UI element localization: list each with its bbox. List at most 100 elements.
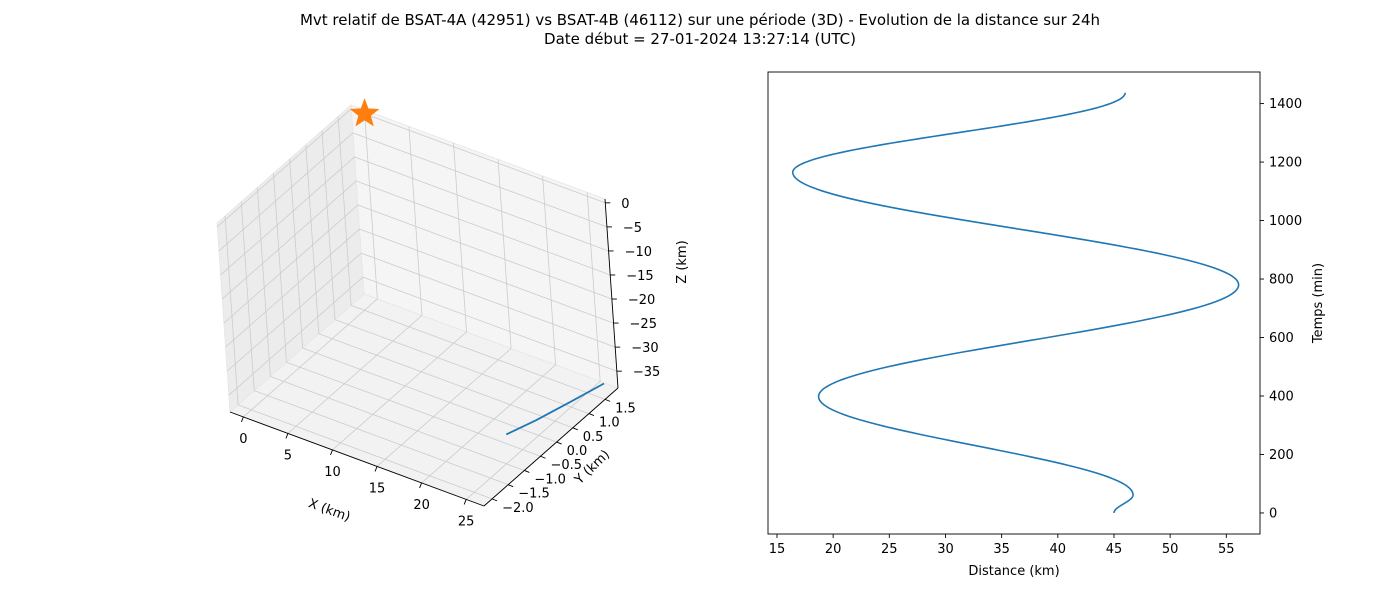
y-tick-label: 800 xyxy=(1269,273,1294,288)
z-gridline xyxy=(356,180,611,276)
z-tick-label: 0 xyxy=(621,197,629,212)
z-gridline xyxy=(354,156,609,252)
z-tick-label: −30 xyxy=(631,341,658,356)
x-tick-label: 35 xyxy=(993,542,1010,557)
y-gridline xyxy=(305,144,320,334)
plot-distance-vs-time: 15 20 25 30 35 40 45 50 55 0 200 400 600 800 1000 1200 1… xyxy=(767,71,1326,579)
x-gridline xyxy=(376,348,512,467)
x-axis-label: X (km) xyxy=(306,496,352,525)
y-gridline xyxy=(237,404,493,500)
y-tick-label: −2.0 xyxy=(502,501,534,516)
y-gridline xyxy=(273,173,287,363)
x-tick-label: 5 xyxy=(284,448,292,463)
x-tick-label: 15 xyxy=(369,481,386,496)
z-tick-label: −35 xyxy=(633,365,660,380)
y-tick-label: 1200 xyxy=(1269,156,1302,171)
x-tick-label: 20 xyxy=(825,542,842,557)
x-tick-label: 25 xyxy=(881,542,898,557)
x-gridline xyxy=(408,126,423,316)
z-axis-line xyxy=(604,198,619,389)
x-tick-label: 55 xyxy=(1218,542,1235,557)
y-tick-label: 600 xyxy=(1269,331,1294,346)
y-gridline xyxy=(270,376,525,471)
y-gridline xyxy=(286,361,541,457)
z-gridline xyxy=(220,156,355,276)
y-tick-label: 0.0 xyxy=(567,444,588,459)
x-tick-mark xyxy=(240,416,244,423)
y-tick-mark xyxy=(524,470,530,473)
z-tick-label: −20 xyxy=(628,293,655,308)
figure-title: Mvt relatif de BSAT-4A (42951) vs BSAT-4… xyxy=(300,11,1100,29)
x-axis-label: Distance (km) xyxy=(968,564,1059,579)
y-gridline xyxy=(302,347,557,443)
y-tick-label: 400 xyxy=(1269,389,1294,404)
z-tick-label: −5 xyxy=(623,221,642,236)
y-axis-line xyxy=(483,387,619,507)
x-tick-mark xyxy=(374,466,378,472)
figure-subtitle: Date début = 27-01-2024 13:27:14 (UTC) xyxy=(544,30,856,48)
x-gridline xyxy=(542,175,557,365)
x-tick-mark xyxy=(419,482,423,489)
x-tick-label: 0 xyxy=(239,432,247,447)
x-gridline xyxy=(453,142,467,332)
y-gridline xyxy=(289,158,304,349)
z-gridline xyxy=(226,252,362,372)
x-tick-mark xyxy=(285,433,289,439)
y-tick-label: 0.5 xyxy=(583,430,604,445)
x-tick-label: 50 xyxy=(1162,542,1179,557)
y-gridline xyxy=(254,390,509,486)
x-tick-mark xyxy=(330,449,333,456)
z-gridline xyxy=(221,180,357,300)
y-gridline xyxy=(318,333,573,429)
x-tick-label: 10 xyxy=(324,465,341,480)
z-tick-label: −25 xyxy=(630,317,657,332)
y-tick-mark xyxy=(572,427,578,431)
y-tick-label: 1.0 xyxy=(599,416,620,431)
y-tick-mark xyxy=(491,498,498,502)
y-tick-mark xyxy=(604,398,611,402)
z-axis-label: Z (km) xyxy=(675,240,690,283)
y-tick-label: 1400 xyxy=(1269,97,1302,112)
x-gridline xyxy=(332,331,467,451)
x-gridline xyxy=(363,109,378,299)
z-tick-label: −10 xyxy=(625,245,652,260)
y-tick-mark xyxy=(508,484,514,488)
z-gridline xyxy=(362,276,617,372)
x-axis-line xyxy=(229,411,485,507)
x-gridline xyxy=(287,315,423,434)
y-gridline xyxy=(224,215,239,405)
x-tick-label: 40 xyxy=(1050,542,1067,557)
y-tick-mark xyxy=(540,455,546,459)
x-tick-mark xyxy=(463,499,467,505)
z-gridline xyxy=(359,228,614,324)
y-gridline xyxy=(337,116,352,306)
y-gridline xyxy=(350,304,606,400)
y-tick-mark xyxy=(556,441,562,445)
y-axis-label: Temps (min) xyxy=(1311,263,1326,344)
z-gridline xyxy=(217,108,352,228)
y-gridline xyxy=(256,187,271,377)
y-tick-label: 1.5 xyxy=(615,401,636,416)
plot-3d-relative-motion: 0 5 10 15 20 25 −2.0−1.5−1.0−0.50.00.51.01.5 0 −… xyxy=(216,98,690,529)
x-gridline xyxy=(243,298,378,418)
y-tick-label: 200 xyxy=(1269,448,1294,463)
y-tick-label: −1.5 xyxy=(518,487,550,502)
star-marker xyxy=(349,98,380,127)
y-tick-label: −1.0 xyxy=(534,472,566,487)
z-tick-label: −15 xyxy=(626,269,653,284)
y-tick-label: 1000 xyxy=(1269,214,1302,229)
z-gridline xyxy=(218,132,354,252)
y-tick-mark xyxy=(588,413,595,417)
z-gridline xyxy=(352,132,608,228)
trajectory-line xyxy=(505,382,605,436)
y-tick-label: 0 xyxy=(1269,506,1277,521)
y-gridline xyxy=(334,319,590,414)
z-gridline xyxy=(228,276,364,396)
x-tick-label: 15 xyxy=(769,542,786,557)
z-gridline xyxy=(351,108,606,204)
y-tick-label: −0.5 xyxy=(551,458,583,473)
z-gridline xyxy=(357,204,613,300)
x-tick-label: 25 xyxy=(458,514,475,529)
distance-series-line xyxy=(791,92,1240,514)
